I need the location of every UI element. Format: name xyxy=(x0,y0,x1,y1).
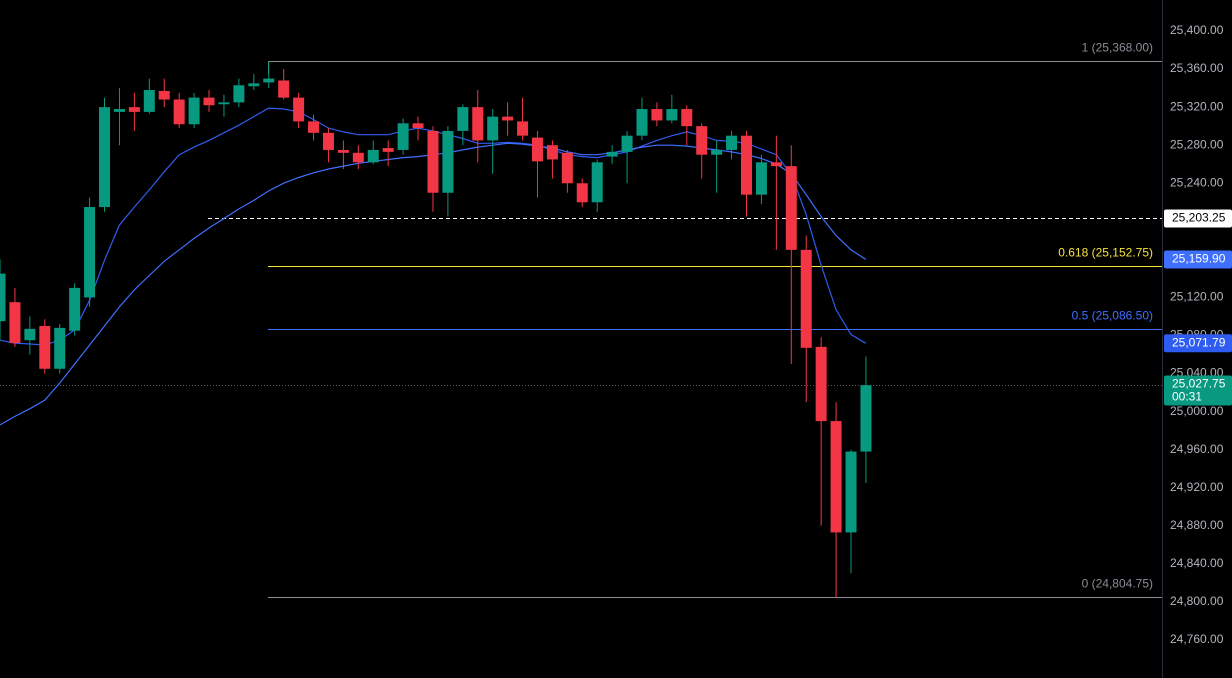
candle-body xyxy=(681,109,693,127)
candle-body xyxy=(397,123,409,150)
y-tick-label: 24,800.00 xyxy=(1170,594,1224,608)
countdown-label: 00:31 xyxy=(1172,390,1202,404)
candle-body xyxy=(84,207,96,298)
candle-body xyxy=(711,149,723,155)
candle-body xyxy=(576,183,588,203)
candle-body xyxy=(561,152,573,184)
candle-body xyxy=(218,102,230,105)
candle-body xyxy=(606,151,618,157)
candle-body xyxy=(696,126,708,155)
y-tick-label: 25,120.00 xyxy=(1170,290,1224,304)
candle-body xyxy=(143,90,155,112)
candle-body xyxy=(248,83,260,87)
candle-body xyxy=(666,109,678,121)
candle-body xyxy=(860,385,872,452)
candle-body xyxy=(651,109,663,121)
fib-label: 0.5 (25,086.50) xyxy=(1072,309,1153,323)
candle-body xyxy=(472,107,484,141)
candle-body xyxy=(531,137,543,162)
price-badge-label: 25,203.25 xyxy=(1172,211,1226,225)
candle-body xyxy=(830,421,842,533)
candle-body xyxy=(308,121,320,133)
candle-body xyxy=(188,97,200,125)
candle-body xyxy=(158,90,170,100)
candle-body xyxy=(427,130,439,193)
y-tick-label: 25,240.00 xyxy=(1170,175,1224,189)
candle-body xyxy=(502,116,514,121)
candle-body xyxy=(845,451,857,533)
y-tick-label: 24,880.00 xyxy=(1170,518,1224,532)
candle-body xyxy=(113,109,125,112)
candle-body xyxy=(337,149,349,153)
candle-body xyxy=(517,121,529,136)
ma-badge-label: 25,071.79 xyxy=(1172,335,1226,349)
candle-body xyxy=(173,99,185,125)
y-tick-label: 24,840.00 xyxy=(1170,556,1224,570)
candle-body xyxy=(785,166,797,250)
candle-body xyxy=(352,152,364,163)
y-tick-label: 24,960.00 xyxy=(1170,442,1224,456)
ma-badge xyxy=(1164,250,1232,269)
candle-body xyxy=(24,328,36,341)
current-price-label: 25,027.75 xyxy=(1172,377,1226,391)
y-tick-label: 24,760.00 xyxy=(1170,632,1224,646)
price-badge xyxy=(1164,209,1232,228)
y-tick-label: 25,400.00 xyxy=(1170,23,1224,37)
candle-body xyxy=(382,148,394,152)
y-tick-label: 25,320.00 xyxy=(1170,99,1224,113)
candle-body xyxy=(412,123,424,129)
candle-body xyxy=(293,97,305,122)
candle-body xyxy=(278,80,290,98)
y-tick-label: 25,000.00 xyxy=(1170,404,1224,418)
candle-body xyxy=(69,287,81,331)
candle-body xyxy=(39,325,51,369)
candle-body xyxy=(0,273,6,322)
y-tick-label: 24,920.00 xyxy=(1170,480,1224,494)
candle-body xyxy=(9,302,21,344)
candle-body xyxy=(322,132,334,150)
candle-body xyxy=(741,135,752,195)
fib-label: 0.618 (25,152.75) xyxy=(1058,246,1153,260)
ma-badge xyxy=(1164,334,1232,353)
candle-body xyxy=(442,130,454,193)
candle-body xyxy=(546,145,558,160)
candle-body xyxy=(487,116,499,141)
candle-body xyxy=(755,162,767,195)
current-price-badge xyxy=(1164,375,1232,406)
candle-body xyxy=(367,149,379,163)
candle-body xyxy=(233,85,245,103)
candle-body xyxy=(636,109,648,136)
fib-label: 1 (25,368.00) xyxy=(1082,41,1153,55)
candle-body xyxy=(128,107,140,112)
candle-body xyxy=(770,162,782,167)
candle-body xyxy=(621,135,633,152)
candle-body xyxy=(815,346,827,422)
candle-body xyxy=(99,107,111,208)
ma-badge-label: 25,159.90 xyxy=(1172,252,1226,266)
candle-body xyxy=(263,78,275,83)
candle-body xyxy=(54,327,66,369)
fib-label: 0 (24,804.75) xyxy=(1082,577,1153,591)
y-tick-label: 25,280.00 xyxy=(1170,137,1224,151)
candle-body xyxy=(726,135,738,150)
candle-body xyxy=(457,107,469,131)
candle-body xyxy=(591,162,603,203)
candle-body xyxy=(203,97,215,106)
candle-body xyxy=(800,249,812,348)
y-tick-label: 25,360.00 xyxy=(1170,61,1224,75)
